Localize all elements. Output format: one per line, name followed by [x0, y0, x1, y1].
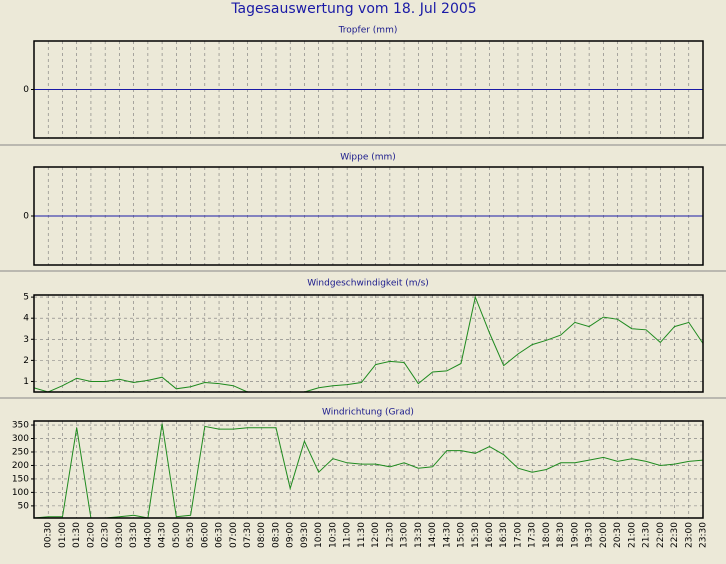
plot-frame [33, 420, 704, 519]
x-tick-label: 15:30 [471, 522, 481, 548]
y-tick-label: 150 [12, 474, 29, 484]
x-tick-label: 15:00 [457, 522, 467, 548]
x-tick-label: 03:30 [129, 522, 139, 548]
x-tick-label: 11:30 [357, 522, 367, 548]
x-tick-label: 23:30 [699, 522, 709, 548]
x-tick-label: 21:00 [627, 522, 637, 548]
panel-title: Wippe (mm) [340, 153, 396, 163]
x-tick-label: 05:30 [186, 522, 196, 548]
x-tick-label: 14:00 [428, 522, 438, 548]
y-tick-label: 100 [12, 488, 29, 498]
x-tick-label: 19:30 [585, 522, 595, 548]
x-tick-label: 08:30 [272, 522, 282, 548]
y-tick-label: 300 [12, 434, 29, 444]
x-tick-label: 13:30 [414, 522, 424, 548]
x-tick-label: 07:00 [229, 522, 239, 548]
panel-title: Tropfer (mm) [338, 26, 398, 36]
x-tick-label: 20:00 [599, 522, 609, 548]
y-tick-label: 2 [23, 356, 29, 366]
y-tick-label: 350 [12, 421, 29, 431]
y-tick-label: 200 [12, 461, 29, 471]
y-tick-label: 0 [23, 85, 29, 95]
x-tick-label: 09:00 [286, 522, 296, 548]
y-tick-label: 250 [12, 447, 29, 457]
x-tick-label: 16:30 [499, 522, 509, 548]
plot-frame [33, 40, 704, 139]
x-tick-label: 04:30 [158, 522, 168, 548]
x-tick-label: 04:00 [143, 522, 153, 548]
x-tick-label: 12:00 [371, 522, 381, 548]
x-tick-label: 06:30 [215, 522, 225, 548]
x-tick-label: 14:30 [442, 522, 452, 548]
x-tick-label: 00:30 [44, 522, 54, 548]
plot-frame [33, 294, 704, 393]
x-tick-label: 11:00 [343, 522, 353, 548]
x-tick-label: 18:00 [542, 522, 552, 548]
y-tick-label: 3 [23, 335, 29, 345]
x-tick-label: 03:00 [115, 522, 125, 548]
x-tick-label: 17:30 [528, 522, 538, 548]
panel-title: Windgeschwindigkeit (m/s) [307, 279, 429, 289]
x-tick-label: 09:30 [300, 522, 310, 548]
x-tick-label: 02:00 [86, 522, 96, 548]
y-tick-label: 50 [18, 501, 30, 511]
x-tick-label: 21:30 [642, 522, 652, 548]
page-title: Tagesauswertung vom 18. Jul 2005 [230, 1, 476, 17]
x-tick-label: 22:30 [670, 522, 680, 548]
panel-title: Windrichtung (Grad) [322, 408, 414, 418]
x-tick-label: 02:30 [101, 522, 111, 548]
y-tick-label: 4 [23, 314, 29, 324]
y-tick-label: 0 [23, 212, 29, 222]
x-tick-label: 23:00 [684, 522, 694, 548]
plot-frame [33, 166, 704, 266]
x-tick-label: 08:00 [257, 522, 267, 548]
x-tick-label: 10:00 [314, 522, 324, 548]
x-tick-label: 06:00 [200, 522, 210, 548]
x-tick-label: 17:00 [514, 522, 524, 548]
x-tick-label: 13:00 [400, 522, 410, 548]
x-tick-label: 07:30 [243, 522, 253, 548]
x-tick-label: 12:30 [385, 522, 395, 548]
y-tick-label: 1 [23, 377, 29, 387]
x-tick-label: 05:00 [172, 522, 182, 548]
x-tick-label: 01:00 [58, 522, 68, 548]
x-tick-label: 10:30 [328, 522, 338, 548]
x-tick-label: 18:30 [556, 522, 566, 548]
x-tick-label: 16:00 [485, 522, 495, 548]
y-tick-label: 5 [23, 293, 29, 303]
x-tick-label: 19:00 [570, 522, 580, 548]
x-tick-label: 20:30 [613, 522, 623, 548]
x-tick-label: 22:00 [656, 522, 666, 548]
x-tick-label: 01:30 [72, 522, 82, 548]
data-line [34, 295, 703, 393]
